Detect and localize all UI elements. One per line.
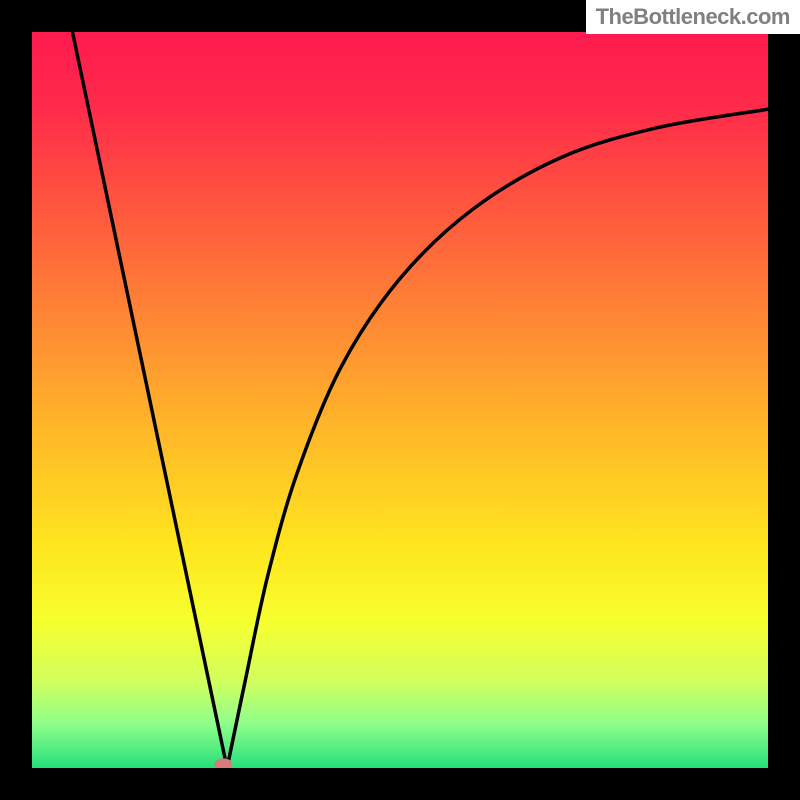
chart-frame xyxy=(0,0,800,800)
attribution-label: TheBottleneck.com xyxy=(586,0,800,34)
plot-gradient-area xyxy=(32,32,768,768)
